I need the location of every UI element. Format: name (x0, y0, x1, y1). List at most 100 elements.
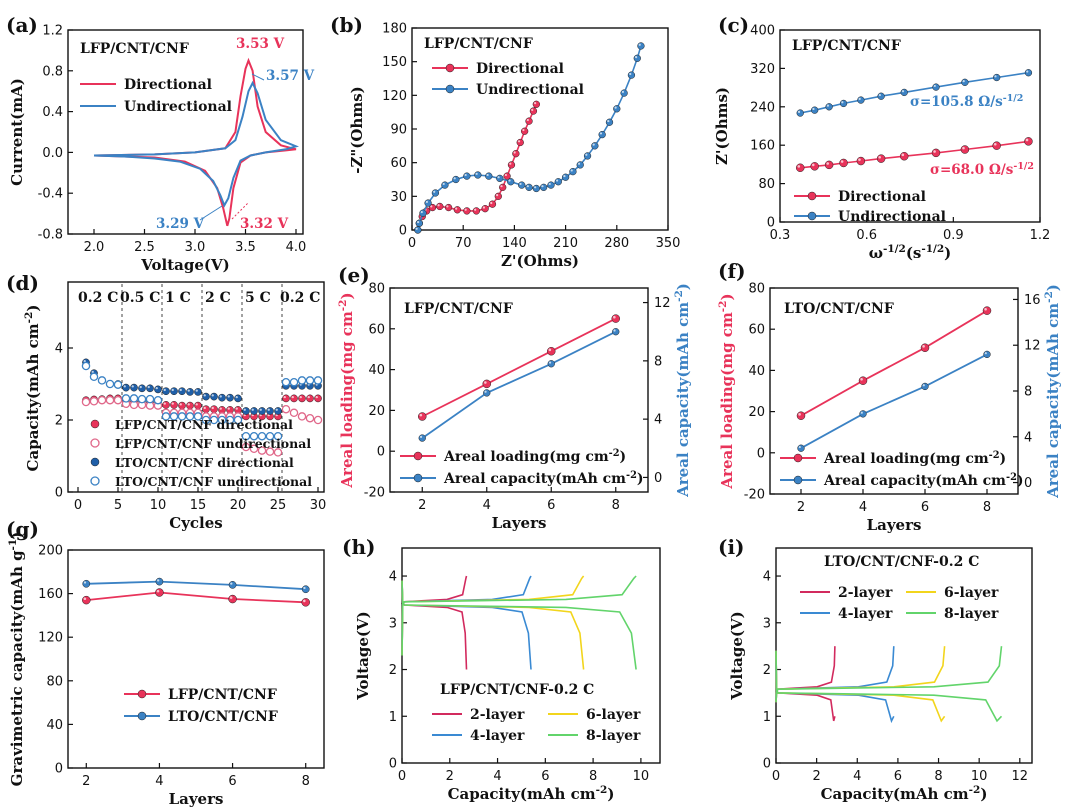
panel-d-series-3-point (257, 431, 267, 441)
panel-g-series-0-point-highlight (83, 597, 87, 601)
panel-g-series-1-point (155, 577, 164, 586)
panel-i-x-tick-label: 8 (934, 769, 942, 784)
panel-c-x-axis-label-part: (s (906, 244, 922, 262)
panel-c-series-0-point (810, 162, 819, 171)
panel-f-y-tick-label: 16 (1024, 293, 1041, 308)
panel-g-legend-label-part: LTO/CNT/CNF (168, 709, 278, 725)
panel-d-series-0-point (298, 394, 306, 403)
panel-e-series-1-point-highlight (548, 361, 552, 364)
panel-b-series-0-point-highlight (522, 128, 525, 132)
panel-f-panel-label: (f) (718, 259, 746, 283)
panel-c-series-0-point (1024, 137, 1033, 146)
panel-e-y-axis-label-part: -2 (337, 300, 349, 312)
panel-d-x-tick-label: 20 (230, 498, 247, 513)
panel-f-legend-label: Areal capacity(mAh cm-2) (823, 472, 1024, 490)
panel-c-series-1-point-highlight (994, 75, 997, 78)
panel-b-series-1-point-highlight (621, 90, 625, 93)
panel-f-legend-label-part: -2 (1006, 472, 1017, 483)
panel-e-y-axis-label-part: -2 (673, 290, 685, 302)
panel-e-x-tick-label: 8 (612, 498, 620, 513)
panel-f-series-0-point (858, 376, 868, 385)
panel-g-y-axis-label: Gravimetric capacity(mAh g-1) (7, 532, 26, 787)
panel-c-series-1-point-highlight (797, 110, 801, 113)
panel-d-series-2-point-highlight (163, 388, 166, 392)
panel-b-series-1-point (591, 142, 599, 150)
panel-b: 0 70 140 210 280 350 0 30 60 90 120 150 180 LFP/CNT/C… (330, 13, 680, 270)
panel-d-series-3-point (313, 376, 323, 385)
panel-e-series-0-point-highlight (419, 413, 423, 417)
panel-d-series-0-point (194, 401, 202, 410)
panel-a-x-tick-label: 4.0 (286, 240, 307, 255)
panel-b-series-1-point (583, 152, 592, 160)
panel-e-legend-label-part: -2 (609, 448, 620, 459)
panel-f-y-tick-label: 0 (757, 446, 765, 461)
panel-d-legend-label: LTO/CNT/CNF undirectional (115, 474, 312, 489)
panel-e-legend-label: Areal loading(mg cm-2) (443, 448, 626, 466)
panel-d-series-1-point (257, 446, 267, 455)
panel-b-series-1-point (525, 183, 533, 192)
panel-d-series-3-point (137, 394, 147, 404)
panel-i-y-axis-label: Voltage(V) (728, 611, 746, 700)
panel-a-y-tick-label: 0.0 (42, 146, 63, 161)
panel-d-series-1-point (265, 447, 275, 456)
panel-h-charge-curve (401, 575, 637, 656)
panel-f-legend-label-part: -2 (989, 450, 1000, 461)
panel-f-series-0 (800, 309, 988, 417)
panel-f-y-tick-label: 80 (748, 282, 765, 297)
panel-d-series-3-point (209, 415, 219, 425)
panel-e-series-1-point (418, 434, 426, 442)
panel-g-y-tick-label: 120 (38, 631, 63, 646)
panel-c-x-axis-label-part: ω (869, 244, 883, 262)
panel-d-series-2-point-highlight (227, 395, 230, 398)
panel-c-series-0-point (992, 141, 1001, 150)
panel-f-y-tick-label: 0 (1024, 476, 1032, 491)
panel-b-series-1-point-highlight (592, 143, 595, 146)
panel-d-series-3-point (81, 361, 91, 371)
panel-g-x-tick-label: 6 (228, 774, 236, 789)
panel-d-series-2-point-highlight (267, 408, 270, 411)
panel-c-sigma-annotation: σ=68.0 Ω/s-1/2 (930, 161, 1034, 179)
panel-g-series-1-point-highlight (230, 582, 233, 585)
panel-e-y-tick-label: 8 (654, 354, 662, 369)
panel-f-legend-label-part: Areal loading(mg cm (823, 451, 989, 467)
panel-b-series-0-point (436, 202, 444, 211)
panel-f-x-tick-label: 2 (797, 500, 805, 515)
panel-b-series-1-point (561, 173, 570, 181)
panel-d-series-1-point (281, 404, 291, 414)
panel-i-discharge-curve (775, 650, 836, 722)
panel-i-x-tick-label: 0 (772, 769, 780, 784)
panel-d-series-2-point (266, 407, 274, 415)
panel-b-legend-label: Undirectional (476, 82, 584, 98)
panel-d-series-0-point (162, 401, 170, 409)
panel-h-y-tick-label: 1 (389, 710, 397, 725)
panel-e-series-0-point-highlight (484, 381, 487, 384)
panel-d-rate-label: 0.2 C (280, 290, 320, 306)
panel-d-series-2-point-highlight (251, 408, 254, 411)
panel-g-series-0-point (228, 594, 237, 604)
panel-c-x-axis-label-part: ) (944, 244, 951, 262)
panel-d-y-axis-label-part: ) (24, 305, 42, 312)
panel-b-x-axis-label-part: Z'(Ohms) (501, 252, 579, 270)
panel-d-series-2-point (122, 383, 130, 392)
panel-c-legend-marker (807, 211, 817, 221)
panel-e-y-axis-label: Areal loading(mg cm-2) (337, 292, 356, 488)
panel-f-y-tick-label: 12 (1024, 339, 1041, 354)
panel-f-series-1-point-highlight (860, 411, 863, 414)
panel-b-series-1-point (452, 175, 460, 184)
panel-d-series-0-point (186, 401, 194, 410)
panel-a-series-1 (93, 80, 300, 208)
panel-b-series-1-point-highlight (497, 176, 500, 179)
panel-i-y-tick-label: 4 (763, 570, 771, 585)
panel-e-y-axis-label-part: Areal capacity(mAh cm (674, 302, 692, 498)
panel-c-legend-label: Directional (838, 189, 926, 205)
panel-f-y-tick-label: 8 (1024, 385, 1032, 400)
panel-d-series-1-point (305, 413, 315, 423)
panel-c-series-1-point-highlight (1026, 70, 1029, 73)
panel-d-rate-label: 0.2 C (78, 290, 118, 306)
panel-d-series-2-point-highlight (259, 408, 262, 411)
panel-h-charge-curve (401, 575, 468, 656)
panel-i-y-axis-label-part: Voltage(V) (728, 611, 746, 700)
panel-e-series-0-point-highlight (613, 315, 616, 319)
panel-d-x-tick-label: 0 (74, 498, 82, 513)
panel-d-series-0-point (290, 394, 298, 403)
